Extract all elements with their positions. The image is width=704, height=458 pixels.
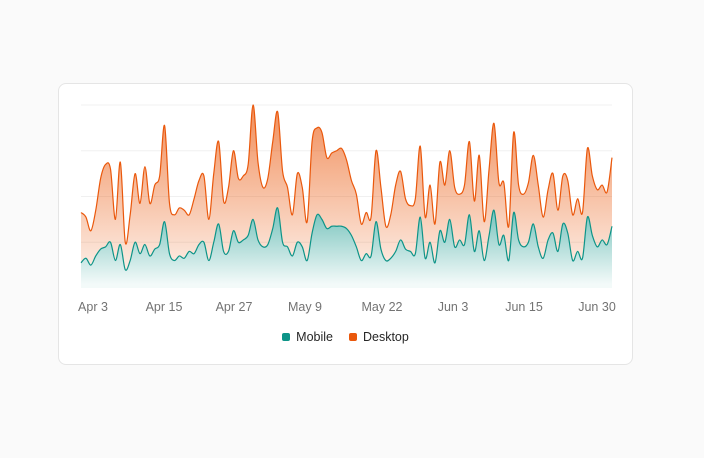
x-tick-label: Jun 15 <box>505 300 543 314</box>
legend-label-desktop: Desktop <box>362 330 409 344</box>
mobile-series-line <box>80 207 613 271</box>
x-tick-label: May 22 <box>362 300 403 314</box>
legend-label-mobile: Mobile <box>296 330 333 344</box>
x-tick-label: Jun 30 <box>578 300 616 314</box>
mobile-area <box>81 207 612 288</box>
x-tick-label: Jun 3 <box>438 300 469 314</box>
x-tick-label: May 9 <box>288 300 322 314</box>
legend-item-desktop[interactable]: Desktop <box>348 330 409 344</box>
desktop-series-line <box>80 104 613 245</box>
x-axis-ticks: Apr 3 Apr 15 Apr 27 May 9 May 22 Jun 3 Jun 15 J… <box>78 300 616 314</box>
legend-item-mobile[interactable]: Mobile <box>282 330 333 344</box>
legend: Mobile Desktop <box>59 330 632 344</box>
x-tick-label: Apr 3 <box>78 300 108 314</box>
x-tick-label: Apr 15 <box>146 300 183 314</box>
chart-card: Apr 3 Apr 15 Apr 27 May 9 May 22 Jun 3 Jun 15 J… <box>58 83 633 365</box>
stacked-area-chart: Apr 3 Apr 15 Apr 27 May 9 May 22 Jun 3 Jun 15 J… <box>78 104 616 314</box>
series-areas <box>80 104 613 288</box>
legend-swatch-mobile <box>282 333 291 341</box>
legend-swatch-desktop <box>348 333 357 341</box>
x-tick-label: Apr 27 <box>216 300 253 314</box>
